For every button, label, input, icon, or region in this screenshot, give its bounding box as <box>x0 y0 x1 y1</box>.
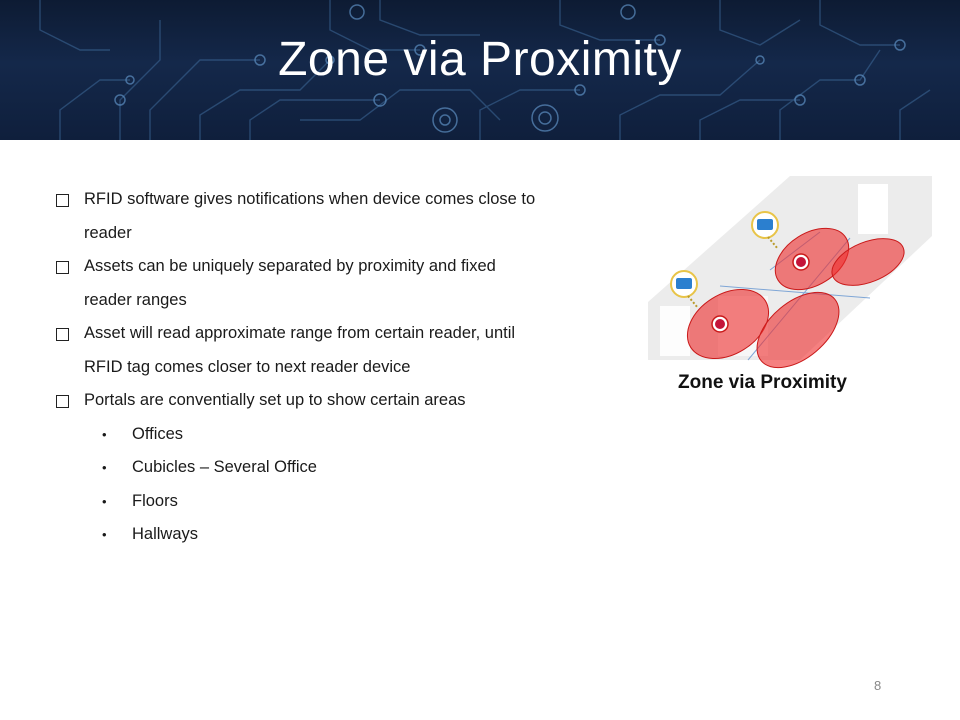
checkbox-bullet-icon <box>56 194 69 207</box>
figure-caption: Zone via Proximity <box>640 372 885 394</box>
dot-bullet-icon: • <box>102 451 107 485</box>
bullet-list: RFID software gives notifications when d… <box>54 183 574 552</box>
slide-title: Zone via Proximity <box>0 32 960 87</box>
bullet-text: Portals are conventially set up to show … <box>84 391 466 409</box>
bullet-text-continued: reader <box>84 224 132 242</box>
sub-bullet-list: • Offices • Cubicles – Several Office • Flo… <box>84 418 574 552</box>
bullet-text: Assets can be uniquely separated by prox… <box>84 257 496 275</box>
bullet-item: RFID software gives notifications when d… <box>54 183 574 250</box>
checkbox-bullet-icon <box>56 261 69 274</box>
title-banner: Zone via Proximity <box>0 0 960 140</box>
page-number: 8 <box>874 678 881 693</box>
sub-bullet-item: • Floors <box>84 485 574 519</box>
checkbox-bullet-icon <box>56 328 69 341</box>
dot-bullet-icon: • <box>102 518 107 552</box>
bullet-text: RFID software gives notifications when d… <box>84 190 535 208</box>
bullet-text-continued: reader ranges <box>84 291 187 309</box>
rfid-reader-icon <box>793 254 809 270</box>
sub-bullet-item: • Hallways <box>84 518 574 552</box>
proximity-zone-diagram <box>640 170 940 370</box>
rfid-reader-icon <box>712 316 728 332</box>
sub-bullet-text: Cubicles – Several Office <box>132 458 317 476</box>
sub-bullet-text: Offices <box>132 425 183 443</box>
bullet-text: Asset will read approximate range from c… <box>84 324 515 342</box>
bullet-text-continued: RFID tag comes closer to next reader dev… <box>84 358 410 376</box>
sub-bullet-item: • Offices <box>84 418 574 452</box>
bullet-item: Asset will read approximate range from c… <box>54 317 574 384</box>
sub-bullet-item: • Cubicles – Several Office <box>84 451 574 485</box>
bullet-item: Portals are conventially set up to show … <box>54 384 574 552</box>
sub-bullet-text: Hallways <box>132 525 198 543</box>
dot-bullet-icon: • <box>102 418 107 452</box>
bullet-item: Assets can be uniquely separated by prox… <box>54 250 574 317</box>
sub-bullet-text: Floors <box>132 492 178 510</box>
checkbox-bullet-icon <box>56 395 69 408</box>
dot-bullet-icon: • <box>102 485 107 519</box>
